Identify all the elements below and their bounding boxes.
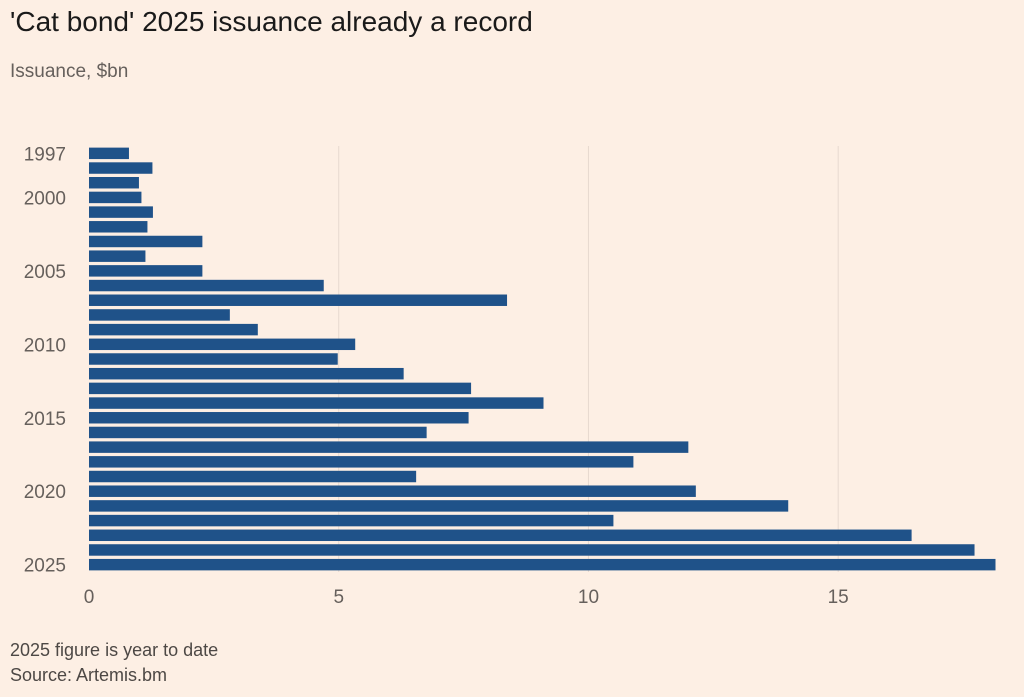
- bar-2005: [89, 265, 203, 277]
- bar-2009: [89, 323, 258, 336]
- x-tick-label-10: 10: [578, 587, 599, 608]
- bar-2012: [89, 367, 404, 380]
- bar-2018: [89, 456, 634, 468]
- bar-2004: [89, 250, 146, 262]
- y-tick-label-2005: 2005: [24, 262, 66, 283]
- bar-1999: [89, 177, 139, 189]
- footnote-note: 2025 figure is year to date: [10, 640, 219, 660]
- bar-2014: [89, 397, 544, 409]
- x-tick-label-15: 15: [828, 587, 849, 608]
- bar-2022: [89, 514, 614, 527]
- y-tick-label-1997: 1997: [24, 144, 66, 165]
- bar-2020: [89, 485, 696, 497]
- bar-2001: [89, 206, 153, 218]
- bar-2023: [89, 529, 912, 542]
- bar-1998: [89, 162, 153, 174]
- bar-2008: [89, 309, 230, 321]
- bar-2011: [89, 353, 338, 365]
- bar-2003: [89, 235, 203, 248]
- bar-2025: [89, 558, 996, 571]
- y-tick-label-2000: 2000: [24, 188, 66, 209]
- y-axis-labels: 1997 2000 2005 2010 2015 2020 2025: [24, 144, 66, 576]
- bars: [89, 147, 996, 571]
- bar-2007: [89, 294, 508, 306]
- bar-1997: [89, 147, 129, 160]
- x-tick-label-0: 0: [84, 587, 95, 608]
- bar-2016: [89, 426, 427, 439]
- bar-2006: [89, 279, 324, 292]
- chart-subtitle: Issuance, $bn: [10, 61, 129, 82]
- footnote-source: Source: Artemis.bm: [10, 665, 168, 685]
- y-tick-label-2015: 2015: [24, 409, 66, 430]
- bar-2017: [89, 441, 689, 453]
- bar-2010: [89, 338, 356, 351]
- chart-title: 'Cat bond' 2025 issuance already a recor…: [10, 6, 533, 37]
- bar-2002: [89, 221, 148, 233]
- y-tick-label-2010: 2010: [24, 335, 66, 356]
- bar-2019: [89, 470, 417, 483]
- y-tick-label-2025: 2025: [24, 556, 66, 577]
- bar-2015: [89, 412, 469, 424]
- y-tick-label-2020: 2020: [24, 482, 66, 503]
- bar-2021: [89, 500, 789, 512]
- bar-2024: [89, 544, 975, 556]
- x-tick-label-5: 5: [333, 587, 344, 608]
- bar-2000: [89, 191, 142, 204]
- bar-2013: [89, 382, 472, 395]
- x-axis-labels: 0 5 10 15: [84, 587, 849, 608]
